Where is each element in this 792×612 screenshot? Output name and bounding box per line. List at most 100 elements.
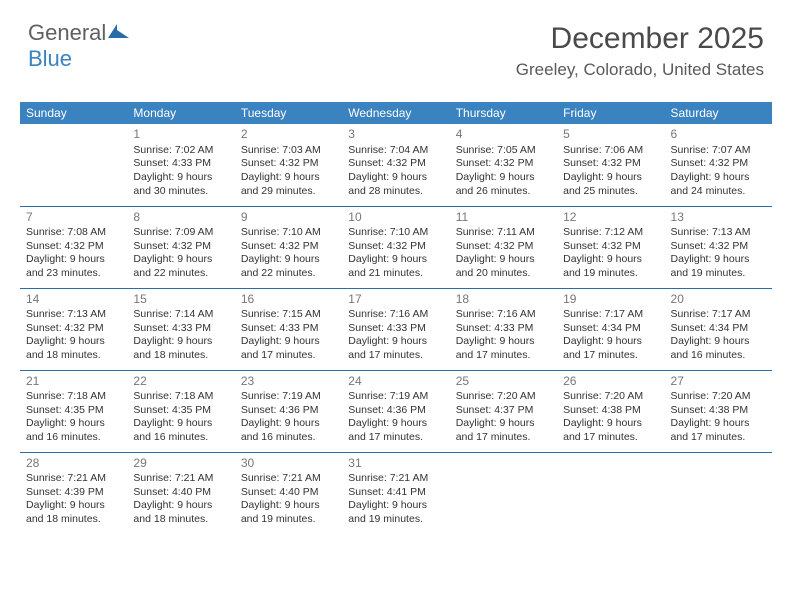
calendar-cell: 6Sunrise: 7:07 AMSunset: 4:32 PMDaylight…	[665, 124, 772, 206]
calendar-cell: 7Sunrise: 7:08 AMSunset: 4:32 PMDaylight…	[20, 206, 127, 288]
calendar-table: Sunday Monday Tuesday Wednesday Thursday…	[20, 102, 772, 534]
cell-d2: and 22 minutes.	[133, 267, 228, 281]
cell-sr: Sunrise: 7:10 AM	[241, 226, 336, 240]
cell-sr: Sunrise: 7:16 AM	[456, 308, 551, 322]
calendar-cell: 14Sunrise: 7:13 AMSunset: 4:32 PMDayligh…	[20, 288, 127, 370]
cell-d1: Daylight: 9 hours	[133, 253, 228, 267]
cell-d1: Daylight: 9 hours	[671, 335, 766, 349]
cell-d1: Daylight: 9 hours	[241, 499, 336, 513]
calendar-cell: 30Sunrise: 7:21 AMSunset: 4:40 PMDayligh…	[235, 452, 342, 534]
calendar-cell: 20Sunrise: 7:17 AMSunset: 4:34 PMDayligh…	[665, 288, 772, 370]
cell-sr: Sunrise: 7:17 AM	[671, 308, 766, 322]
cell-d2: and 16 minutes.	[26, 431, 121, 445]
day-number: 3	[348, 127, 443, 143]
day-number: 27	[671, 374, 766, 390]
day-number: 29	[133, 456, 228, 472]
cell-d1: Daylight: 9 hours	[456, 417, 551, 431]
cell-d2: and 21 minutes.	[348, 267, 443, 281]
cell-ss: Sunset: 4:32 PM	[241, 240, 336, 254]
cell-d1: Daylight: 9 hours	[563, 417, 658, 431]
cell-ss: Sunset: 4:32 PM	[241, 157, 336, 171]
cell-d2: and 25 minutes.	[563, 185, 658, 199]
cell-d2: and 17 minutes.	[241, 349, 336, 363]
cell-d2: and 28 minutes.	[348, 185, 443, 199]
cell-ss: Sunset: 4:32 PM	[26, 322, 121, 336]
logo-text-general: General	[28, 20, 106, 45]
day-number: 10	[348, 210, 443, 226]
cell-ss: Sunset: 4:33 PM	[133, 157, 228, 171]
cell-d1: Daylight: 9 hours	[26, 499, 121, 513]
day-number: 13	[671, 210, 766, 226]
cell-d2: and 19 minutes.	[348, 513, 443, 527]
cell-sr: Sunrise: 7:20 AM	[563, 390, 658, 404]
cell-d2: and 17 minutes.	[563, 349, 658, 363]
cell-sr: Sunrise: 7:18 AM	[26, 390, 121, 404]
day-number: 19	[563, 292, 658, 308]
cell-sr: Sunrise: 7:16 AM	[348, 308, 443, 322]
cell-sr: Sunrise: 7:02 AM	[133, 144, 228, 158]
calendar-cell: 23Sunrise: 7:19 AMSunset: 4:36 PMDayligh…	[235, 370, 342, 452]
cell-d2: and 20 minutes.	[456, 267, 551, 281]
day-number: 18	[456, 292, 551, 308]
cell-d1: Daylight: 9 hours	[348, 253, 443, 267]
cell-sr: Sunrise: 7:17 AM	[563, 308, 658, 322]
cell-ss: Sunset: 4:32 PM	[563, 157, 658, 171]
cell-d1: Daylight: 9 hours	[671, 253, 766, 267]
cell-d1: Daylight: 9 hours	[241, 417, 336, 431]
cell-ss: Sunset: 4:32 PM	[456, 157, 551, 171]
month-title: December 2025	[516, 22, 764, 56]
cell-ss: Sunset: 4:35 PM	[133, 404, 228, 418]
dayname-friday: Friday	[557, 102, 664, 124]
calendar-week-row: 14Sunrise: 7:13 AMSunset: 4:32 PMDayligh…	[20, 288, 772, 370]
calendar-cell	[450, 452, 557, 534]
cell-d2: and 16 minutes.	[241, 431, 336, 445]
cell-ss: Sunset: 4:37 PM	[456, 404, 551, 418]
dayname-sunday: Sunday	[20, 102, 127, 124]
cell-ss: Sunset: 4:36 PM	[241, 404, 336, 418]
cell-d2: and 22 minutes.	[241, 267, 336, 281]
calendar-cell: 3Sunrise: 7:04 AMSunset: 4:32 PMDaylight…	[342, 124, 449, 206]
cell-ss: Sunset: 4:33 PM	[241, 322, 336, 336]
calendar-week-row: 7Sunrise: 7:08 AMSunset: 4:32 PMDaylight…	[20, 206, 772, 288]
cell-ss: Sunset: 4:34 PM	[671, 322, 766, 336]
cell-sr: Sunrise: 7:11 AM	[456, 226, 551, 240]
cell-d2: and 16 minutes.	[133, 431, 228, 445]
cell-d2: and 18 minutes.	[133, 349, 228, 363]
cell-d1: Daylight: 9 hours	[563, 171, 658, 185]
cell-sr: Sunrise: 7:07 AM	[671, 144, 766, 158]
cell-d1: Daylight: 9 hours	[241, 171, 336, 185]
location-subtitle: Greeley, Colorado, United States	[516, 60, 764, 80]
cell-d1: Daylight: 9 hours	[133, 171, 228, 185]
cell-d1: Daylight: 9 hours	[671, 171, 766, 185]
cell-sr: Sunrise: 7:20 AM	[456, 390, 551, 404]
cell-d2: and 17 minutes.	[456, 431, 551, 445]
calendar-cell: 16Sunrise: 7:15 AMSunset: 4:33 PMDayligh…	[235, 288, 342, 370]
dayname-thursday: Thursday	[450, 102, 557, 124]
dayname-tuesday: Tuesday	[235, 102, 342, 124]
day-number: 17	[348, 292, 443, 308]
cell-d2: and 18 minutes.	[26, 349, 121, 363]
calendar-cell: 15Sunrise: 7:14 AMSunset: 4:33 PMDayligh…	[127, 288, 234, 370]
cell-sr: Sunrise: 7:21 AM	[348, 472, 443, 486]
cell-ss: Sunset: 4:33 PM	[348, 322, 443, 336]
calendar-cell: 24Sunrise: 7:19 AMSunset: 4:36 PMDayligh…	[342, 370, 449, 452]
day-number: 5	[563, 127, 658, 143]
cell-ss: Sunset: 4:40 PM	[241, 486, 336, 500]
day-number: 11	[456, 210, 551, 226]
cell-d1: Daylight: 9 hours	[348, 499, 443, 513]
cell-d1: Daylight: 9 hours	[456, 171, 551, 185]
day-number: 14	[26, 292, 121, 308]
cell-d2: and 19 minutes.	[563, 267, 658, 281]
day-number: 25	[456, 374, 551, 390]
day-number: 1	[133, 127, 228, 143]
day-number: 16	[241, 292, 336, 308]
day-number: 30	[241, 456, 336, 472]
cell-d2: and 19 minutes.	[241, 513, 336, 527]
calendar-cell: 18Sunrise: 7:16 AMSunset: 4:33 PMDayligh…	[450, 288, 557, 370]
cell-d1: Daylight: 9 hours	[348, 335, 443, 349]
cell-d1: Daylight: 9 hours	[241, 335, 336, 349]
cell-ss: Sunset: 4:36 PM	[348, 404, 443, 418]
cell-ss: Sunset: 4:32 PM	[26, 240, 121, 254]
cell-ss: Sunset: 4:32 PM	[671, 240, 766, 254]
cell-d2: and 18 minutes.	[133, 513, 228, 527]
